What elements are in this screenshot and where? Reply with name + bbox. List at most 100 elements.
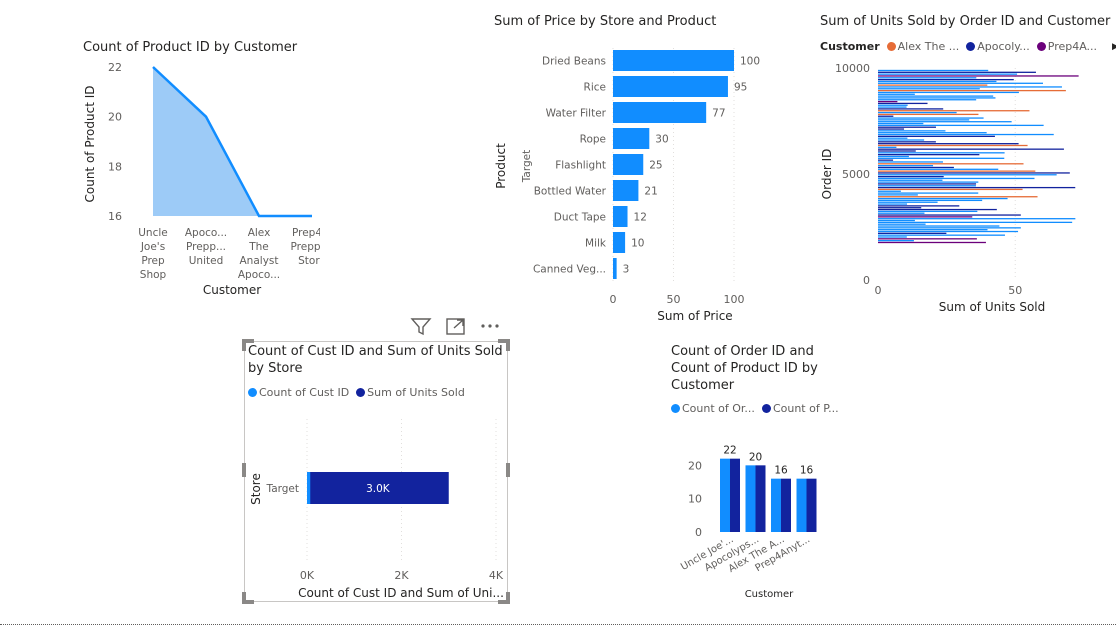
units-bar (878, 157, 1005, 159)
price-bar-chart-visual[interactable]: Sum of Price by Store and Product 0 50 100… (490, 8, 780, 328)
units-bar (878, 234, 1005, 236)
area-x-tick-label: Prepp... (186, 241, 226, 253)
legend-entry-count-cust[interactable]: Count of Cust ID (248, 386, 349, 399)
units-bar (878, 143, 1019, 145)
units-chart-visual[interactable]: Sum of Units Sold by Order ID and Custom… (815, 8, 1116, 318)
price-data-label: 3 (623, 264, 630, 276)
resize-handle-right[interactable] (506, 463, 510, 477)
units-bar (878, 155, 909, 158)
units-bar (878, 99, 977, 101)
units-bar (878, 102, 928, 105)
more-options-icon[interactable] (481, 324, 499, 328)
store-chart-visual[interactable]: Count of Cust ID and Sum of Units Sold b… (244, 341, 508, 602)
area-chart-title: Count of Product ID by Customer (83, 40, 298, 55)
units-bar-chart-svg: 10000 5000 00 50 Sum of Units Sold Order ID (820, 62, 1079, 314)
units-bar (878, 111, 957, 114)
price-data-label: 12 (634, 212, 647, 224)
price-x-tick-label: 0 (610, 293, 617, 306)
store-bar-sum-units (307, 472, 449, 504)
units-bar (878, 238, 977, 240)
units-x-axis-title: Sum of Units Sold (939, 300, 1046, 314)
area-x-tick-label: Shop (140, 269, 167, 281)
price-bar (613, 128, 650, 149)
area-chart-visual[interactable]: Count of Product ID by Customer 22 20 18 16… (80, 36, 320, 306)
units-bar (878, 106, 907, 108)
price-category-label: Canned Veg... (533, 264, 606, 276)
units-bar (878, 71, 1036, 73)
resize-handle-bottom-left[interactable] (242, 600, 254, 604)
units-bar (878, 194, 918, 196)
price-chart-title: Sum of Price by Store and Product (494, 14, 717, 29)
units-bar (878, 84, 988, 86)
legend-next-arrow-icon[interactable]: ▶ (1112, 41, 1116, 52)
units-bar (878, 227, 1021, 229)
filter-icon[interactable] (410, 318, 432, 336)
units-bar (878, 207, 922, 209)
legend-entry-count-order[interactable]: Count of Or... (671, 402, 755, 415)
area-x-tick-label: Prep4... (292, 227, 320, 239)
legend-entry-prep4[interactable]: Prep4A... (1036, 40, 1097, 53)
price-bar (613, 180, 639, 201)
area-x-tick-label: The (248, 241, 269, 253)
units-bar (878, 113, 979, 116)
price-data-label: 10 (631, 238, 644, 250)
units-bar (878, 91, 1019, 94)
legend-entry-count-product[interactable]: Count of P... (761, 402, 839, 415)
grouped-y-tick-label: 10 (688, 493, 702, 506)
units-chart-legend: Customer Alex The ... Apocoly... Prep4A.… (820, 40, 1116, 53)
resize-handle-bottom-right[interactable] (498, 600, 510, 604)
resize-handle-left[interactable] (242, 463, 246, 477)
store-x-tick-label: 4K (489, 569, 504, 582)
units-bar (878, 132, 987, 134)
units-bar (878, 124, 1044, 127)
area-y-axis-title: Count of Product ID (83, 86, 97, 203)
units-bar (878, 172, 1070, 174)
units-bar (878, 97, 996, 99)
store-chart-title: Count of Cust ID and Sum of Units Sold b… (248, 344, 503, 376)
grouped-column-chart-visual[interactable]: Count of Order ID and Count of Product I… (668, 341, 839, 603)
price-data-label: 100 (740, 56, 760, 68)
price-data-label: 77 (712, 108, 725, 120)
units-y-axis-title: Order ID (820, 149, 834, 200)
units-bar (878, 108, 944, 110)
resize-handle-top-left[interactable] (242, 339, 254, 343)
store-category-label: Target (266, 483, 299, 495)
units-chart-title: Sum of Units Sold by Order ID and Custom… (820, 14, 1111, 29)
units-bar (878, 170, 1036, 172)
legend-entry-sum-units[interactable]: Sum of Units Sold (356, 386, 465, 399)
price-category-label: Flashlight (555, 160, 606, 172)
units-bar (878, 201, 938, 203)
units-bar (878, 122, 924, 125)
store-y-axis-title: Store (249, 473, 263, 505)
area-x-tick-label: Prep (141, 255, 165, 267)
units-bar (878, 179, 943, 181)
price-bar (613, 154, 644, 175)
legend-entry-apocolypse[interactable]: Apocoly... (966, 40, 1030, 53)
units-bar (878, 110, 1030, 112)
units-bar (878, 229, 988, 231)
units-bar (878, 212, 925, 214)
units-bar (878, 135, 995, 138)
units-bar (878, 205, 960, 207)
price-x-axis-title: Sum of Price (657, 309, 732, 323)
focus-mode-icon[interactable] (446, 318, 465, 335)
units-bar (878, 73, 1018, 75)
units-bar (878, 166, 954, 169)
units-bar (878, 196, 1038, 198)
price-bar-chart-svg: 0 50 100 Dried Beans 100 Rice 95 Water Filter 77… (494, 48, 760, 323)
price-bar (613, 102, 707, 123)
area-x-tick-label: Joe's (140, 241, 165, 253)
legend-entry-alex[interactable]: Alex The ... (886, 40, 959, 53)
area-x-tick-label: United (189, 255, 224, 267)
area-x-axis-title: Customer (203, 283, 261, 297)
area-x-tick-label: Alex (248, 227, 271, 239)
store-bar-count-cust (307, 472, 311, 504)
units-bar (878, 82, 1043, 84)
units-bar (878, 80, 997, 83)
resize-handle-top-right[interactable] (498, 339, 510, 343)
grouped-bar-count-order (720, 458, 730, 532)
grouped-bar-count-product (730, 458, 740, 532)
grouped-data-label: 20 (749, 451, 762, 463)
grouped-bar-count-order (745, 465, 756, 532)
